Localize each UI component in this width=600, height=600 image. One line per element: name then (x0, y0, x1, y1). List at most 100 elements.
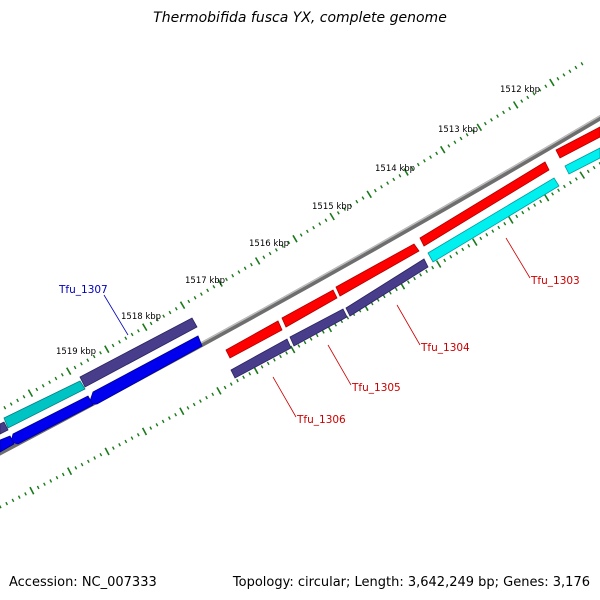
minor-tick (425, 269, 429, 274)
cds-tfu-1306 (225, 320, 283, 359)
minor-tick (130, 332, 134, 337)
leader-line-tfu-1307 (103, 294, 129, 336)
minor-tick (551, 192, 554, 196)
minor-tick (497, 225, 501, 230)
minor-tick (532, 91, 536, 96)
minor-tick (490, 118, 493, 122)
minor-tick (392, 177, 396, 182)
minor-tick (124, 336, 128, 340)
minor-tick (429, 155, 432, 159)
minor-tick (229, 382, 233, 386)
minor-tick (485, 233, 489, 237)
major-tick (508, 216, 514, 224)
minor-tick (155, 423, 159, 427)
minor-tick (526, 95, 530, 100)
minor-tick (491, 229, 495, 233)
minor-tick (373, 188, 377, 193)
minor-tick (303, 340, 307, 345)
minor-tick (49, 479, 53, 483)
minor-tick (312, 225, 316, 230)
minor-tick (465, 133, 469, 137)
minor-tick (262, 255, 266, 259)
minor-tick (55, 475, 59, 480)
minor-tick (225, 277, 228, 282)
tick-labels: 1512 kbp 1513 kbp 1514 kbp 1515 kbp 1516… (56, 85, 540, 357)
minor-tick (394, 287, 398, 292)
minor-tick (508, 106, 512, 111)
major-tick (253, 366, 259, 375)
minor-tick (48, 380, 52, 384)
major-tick (29, 486, 35, 495)
minor-tick (167, 416, 171, 420)
major-tick (366, 190, 372, 199)
minor-tick (86, 358, 90, 362)
minor-tick (533, 203, 537, 207)
minor-tick (118, 340, 121, 344)
minor-tick (598, 162, 600, 165)
minor-tick (268, 251, 272, 256)
gene-label-tfu-1305: Tfu_1305 (351, 382, 401, 394)
cds-tfu-1303 (419, 161, 550, 247)
minor-tick (305, 229, 309, 234)
minor-tick (361, 196, 365, 200)
map-title: Thermobifida fusca YX, complete genome (153, 10, 447, 26)
minor-tick (455, 251, 459, 255)
minor-tick (557, 188, 560, 192)
minor-tick (136, 329, 140, 333)
major-tick (435, 260, 442, 268)
minor-tick (36, 485, 40, 490)
minor-tick (118, 443, 122, 447)
major-tick (179, 407, 185, 416)
minor-tick (149, 426, 153, 430)
minor-tick (35, 387, 39, 392)
minor-tick (155, 318, 159, 322)
minor-tick (483, 121, 487, 126)
minor-tick (99, 452, 103, 457)
minor-tick (111, 343, 115, 348)
cds-rev-3 (0, 435, 15, 453)
minor-tick (315, 333, 319, 338)
minor-tick (54, 376, 58, 381)
minor-tick (407, 280, 410, 284)
minor-tick (92, 354, 96, 359)
minor-tick (459, 136, 463, 141)
minor-tick (0, 505, 2, 509)
gene-rev-4 (79, 317, 198, 388)
major-tick (476, 123, 483, 132)
minor-tick (211, 392, 215, 397)
minor-tick (336, 211, 340, 215)
minor-tick (249, 262, 253, 267)
minor-tick (193, 296, 197, 300)
minor-tick (556, 77, 560, 81)
minor-tick (388, 291, 392, 295)
major-tick (142, 323, 148, 332)
gene-label-tfu-1303: Tfu_1303 (530, 275, 580, 287)
forward-gene-track (3, 147, 600, 429)
major-tick (66, 467, 73, 476)
minor-tick (467, 244, 471, 248)
minor-tick (9, 402, 13, 406)
minor-tick (161, 419, 165, 424)
major-tick (216, 387, 222, 395)
major-tick (104, 345, 110, 354)
tick-label: 1514 kbp (375, 164, 415, 174)
minor-tick (538, 88, 542, 92)
major-tick (549, 78, 555, 87)
minor-tick (568, 69, 572, 73)
minor-tick (168, 310, 172, 315)
minor-tick (266, 361, 270, 366)
gene-rev-5 (0, 421, 9, 435)
minor-tick (422, 159, 426, 163)
minor-tick (43, 482, 46, 486)
minor-tick (223, 385, 227, 390)
minor-tick (248, 372, 252, 376)
minor-tick (162, 314, 166, 318)
tick-label: 1515 kbp (312, 202, 352, 212)
tick-label: 1516 kbp (249, 239, 289, 249)
minor-tick (521, 210, 525, 215)
minor-tick (231, 273, 235, 278)
minor-tick (130, 436, 134, 440)
minor-tick (16, 398, 20, 403)
major-tick (329, 212, 335, 221)
minor-tick (343, 207, 346, 211)
